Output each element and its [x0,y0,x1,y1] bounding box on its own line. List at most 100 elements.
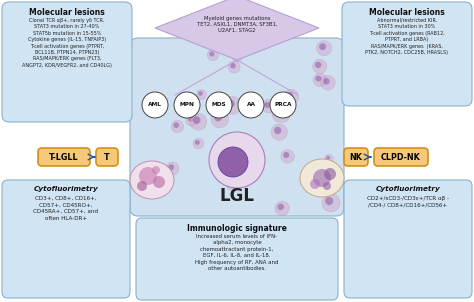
Circle shape [324,168,336,180]
Circle shape [223,96,241,114]
Circle shape [142,92,168,118]
Circle shape [147,171,153,177]
Text: LGL: LGL [219,187,255,205]
Circle shape [227,181,236,190]
Circle shape [284,89,299,104]
Circle shape [214,114,222,121]
Text: CD2+/sCD3-/CD3ε+/TCR αβ -
/CD4-/ CD8+/CD16+/CD56+: CD2+/sCD3-/CD3ε+/TCR αβ - /CD4-/ CD8+/CD… [367,196,449,207]
FancyBboxPatch shape [2,2,132,122]
Circle shape [325,197,333,205]
FancyBboxPatch shape [2,180,130,298]
Text: Molecular lesions: Molecular lesions [369,8,445,17]
Circle shape [228,182,233,187]
Circle shape [283,152,289,158]
Circle shape [232,50,243,62]
Circle shape [207,49,219,61]
Circle shape [230,63,236,69]
Circle shape [228,149,246,167]
Text: T-LGLL: T-LGLL [49,153,79,162]
Circle shape [218,147,248,177]
Circle shape [173,122,179,128]
Circle shape [319,43,326,50]
Circle shape [315,62,321,68]
Circle shape [218,146,224,153]
Circle shape [227,100,235,108]
Circle shape [326,156,330,160]
Circle shape [152,166,160,174]
FancyBboxPatch shape [136,218,338,300]
Circle shape [190,113,207,130]
Circle shape [153,176,165,188]
Circle shape [174,92,200,118]
Circle shape [215,143,229,158]
Circle shape [320,76,335,90]
Circle shape [270,92,296,118]
Circle shape [275,201,289,216]
Text: CD3+, CD8+, CD16+,
CD57+, CD45RO+,
CD45RA+, CD57+, and
often HLA-DR+: CD3+, CD8+, CD16+, CD57+, CD45RO+, CD45R… [34,196,99,221]
Circle shape [322,194,340,212]
Circle shape [286,92,293,99]
Text: Abnormal/restricted KIR.
STAT3 mutation in 30%
T-cell activation genes (RAB12,
P: Abnormal/restricted KIR. STAT3 mutation … [365,18,448,55]
Text: Myeloid genes mutations
TET2, ASXL1, DNMT3A, SF3B1,
U2AF1, STAG2: Myeloid genes mutations TET2, ASXL1, DNM… [197,16,277,32]
Circle shape [209,51,214,56]
Circle shape [317,40,332,56]
Text: T: T [104,153,110,162]
FancyBboxPatch shape [130,38,344,216]
Circle shape [313,73,327,87]
Polygon shape [155,0,319,60]
Circle shape [315,76,321,82]
Circle shape [198,91,203,96]
Circle shape [217,41,221,45]
Circle shape [272,104,291,123]
Circle shape [274,127,282,134]
Circle shape [209,132,265,188]
Circle shape [193,116,201,124]
FancyBboxPatch shape [342,2,472,106]
Circle shape [197,89,207,99]
Text: MDS: MDS [212,102,226,108]
Text: AML: AML [148,102,162,108]
FancyBboxPatch shape [344,148,368,166]
Circle shape [264,102,271,108]
Circle shape [310,179,320,189]
Circle shape [168,164,174,170]
Circle shape [137,181,147,191]
Circle shape [277,204,284,210]
Ellipse shape [130,161,174,199]
Text: Cytofluorimetry: Cytofluorimetry [375,186,440,192]
Circle shape [206,92,232,118]
Circle shape [171,120,183,133]
Text: Cytofluorimetry: Cytofluorimetry [34,186,99,192]
Circle shape [228,61,240,73]
Circle shape [325,154,333,163]
Text: Clonal TCR αβ+, rarely γδ TCR.
STAT3 mutation in 27-40%
STAT5b mutation in 15-55: Clonal TCR αβ+, rarely γδ TCR. STAT3 mut… [22,18,112,68]
Circle shape [281,149,294,163]
Text: Immunologic signature: Immunologic signature [187,224,287,233]
FancyBboxPatch shape [344,180,472,298]
FancyBboxPatch shape [38,148,90,166]
Circle shape [193,138,204,149]
Circle shape [238,92,264,118]
Circle shape [195,140,200,145]
Circle shape [262,99,275,113]
Ellipse shape [300,159,344,197]
FancyBboxPatch shape [96,148,118,166]
Circle shape [139,167,157,185]
Circle shape [234,53,238,57]
Circle shape [271,124,287,140]
Text: NK: NK [349,153,363,162]
Circle shape [215,40,224,49]
Text: PRCA: PRCA [274,102,292,108]
Circle shape [323,182,331,190]
Text: MPN: MPN [180,102,194,108]
Circle shape [186,114,198,126]
Circle shape [211,111,228,128]
Circle shape [188,116,193,122]
Circle shape [312,59,327,73]
Text: CLPD-NK: CLPD-NK [381,153,421,162]
Circle shape [145,169,158,182]
Circle shape [275,107,283,116]
Circle shape [313,169,331,187]
FancyBboxPatch shape [374,148,428,166]
Circle shape [231,153,239,160]
